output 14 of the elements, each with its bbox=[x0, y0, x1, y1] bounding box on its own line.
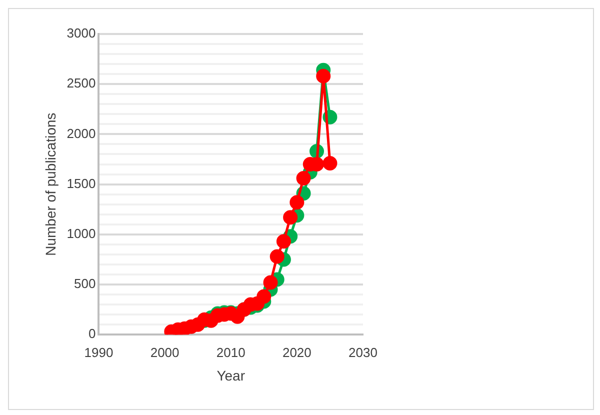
y-tick-label: 500 bbox=[74, 276, 96, 292]
y-tick-label: 3000 bbox=[66, 26, 96, 41]
x-tick-label: 2000 bbox=[150, 344, 180, 360]
y-tick-label: 2500 bbox=[66, 76, 96, 91]
y-tick-label: 1500 bbox=[66, 176, 96, 191]
x-tick-label: 2020 bbox=[282, 344, 312, 360]
x-tick-label: 2010 bbox=[216, 344, 246, 360]
y-tick-label: 1000 bbox=[66, 226, 96, 241]
x-axis-title: Year bbox=[216, 367, 246, 384]
y-tick-label: 2000 bbox=[66, 126, 96, 141]
y-tick-label: 0 bbox=[88, 326, 96, 342]
x-tick-label: 2030 bbox=[348, 344, 378, 360]
y-axis-title: Number of publications bbox=[42, 112, 58, 256]
x-tick-label: 1990 bbox=[84, 344, 114, 360]
